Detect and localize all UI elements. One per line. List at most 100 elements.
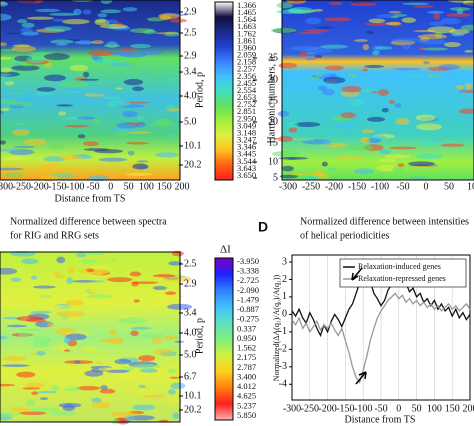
x-tick-label: 10 bbox=[467, 181, 474, 192]
heatmap-frame bbox=[281, 0, 474, 181]
heatmap-cell bbox=[324, 17, 352, 22]
x-tick-label: -300 bbox=[0, 181, 13, 192]
heatmap-cell bbox=[139, 368, 158, 373]
heatmap-cell bbox=[305, 17, 322, 25]
plot-frame bbox=[291, 254, 471, 401]
heatmap-cell bbox=[48, 12, 78, 16]
x-tick-label: 100 bbox=[139, 181, 154, 192]
x-tick-label: -50 bbox=[86, 181, 99, 192]
heatmap-cell bbox=[79, 78, 100, 81]
heatmap-cell bbox=[408, 161, 435, 167]
heatmap-cell bbox=[377, 89, 389, 96]
heatmap-cell bbox=[132, 163, 149, 170]
heatmap-cell bbox=[155, 32, 180, 35]
heatmap-cell bbox=[350, 2, 377, 6]
heatmap-cell bbox=[361, 88, 375, 93]
heatmap-cell bbox=[270, 27, 297, 33]
heatmap-cell bbox=[361, 129, 375, 134]
heatmap-cell bbox=[43, 74, 66, 82]
heatmap-cell bbox=[86, 294, 114, 299]
colorbar-label: 2.851 bbox=[237, 106, 256, 116]
x-tick-label: -100 bbox=[371, 181, 389, 192]
heatmap-cell bbox=[91, 58, 118, 64]
colorbar-label: 2.787 bbox=[237, 362, 256, 372]
heatmap-cell bbox=[361, 68, 369, 72]
heatmap-cell bbox=[408, 74, 423, 78]
heatmap-cell bbox=[110, 259, 117, 262]
heatmap-cell bbox=[22, 387, 41, 390]
heatmap-cell bbox=[118, 314, 128, 319]
heatmap-cell bbox=[402, 43, 411, 50]
heatmap-cell bbox=[32, 285, 56, 289]
heatmap-cell bbox=[389, 146, 417, 150]
heatmap-cell bbox=[335, 123, 355, 129]
heatmap-cell bbox=[278, 62, 297, 69]
heatmap-cell bbox=[166, 104, 176, 110]
heatmap-cell bbox=[372, 135, 386, 140]
heatmap-cell bbox=[304, 29, 330, 32]
annotation-arrow bbox=[351, 267, 363, 281]
heatmap-cell bbox=[117, 317, 148, 324]
heatmap-cell bbox=[323, 76, 346, 84]
heatmap-cell bbox=[108, 24, 115, 28]
x-tick-label: 0 bbox=[396, 403, 401, 414]
heatmap-cell bbox=[82, 71, 90, 78]
y-tick-label: 25 bbox=[268, 95, 278, 106]
x-tick-label: -250 bbox=[302, 181, 320, 192]
y-tick-label: 5 bbox=[273, 172, 278, 183]
heatmap-cell bbox=[401, 17, 416, 23]
heatmap-cell bbox=[0, 42, 7, 46]
heatmap-cell bbox=[388, 100, 396, 104]
heatmap-cell bbox=[52, 19, 67, 22]
colorbar-label: 3.650 bbox=[237, 170, 256, 180]
y-tick-label: -4 bbox=[279, 379, 287, 390]
heatmap-cell bbox=[89, 265, 110, 270]
colorbar-label: 0.950 bbox=[237, 333, 256, 343]
heatmap-cell bbox=[91, 397, 102, 403]
panel-title: Normalized difference between spectra bbox=[10, 216, 167, 227]
heatmap-cell bbox=[91, 401, 111, 409]
heatmap-cell bbox=[388, 10, 402, 14]
heatmap-cell bbox=[118, 58, 148, 64]
heatmap-cell bbox=[440, 143, 465, 147]
heatmap-cell bbox=[80, 259, 99, 264]
heatmap-cell bbox=[138, 384, 146, 389]
heatmap-cell bbox=[102, 96, 121, 100]
x-axis-label: Distance from TS bbox=[345, 414, 416, 425]
heatmap-cell bbox=[354, 39, 368, 43]
heatmap-cell bbox=[13, 122, 24, 125]
colorbar-label: 3.400 bbox=[237, 371, 256, 381]
panel-title: for RIG and RRG sets bbox=[10, 230, 99, 241]
heatmap-cell bbox=[109, 337, 124, 345]
heatmap-cell bbox=[69, 386, 81, 392]
heatmap-cell bbox=[164, 291, 177, 295]
heatmap-cell bbox=[391, 38, 422, 43]
heatmap-cell bbox=[366, 138, 382, 144]
x-tick-label: 50 bbox=[124, 181, 134, 192]
heatmap-cell bbox=[44, 306, 63, 309]
heatmap-cell bbox=[460, 3, 474, 8]
heatmap-cell bbox=[58, 111, 67, 116]
heatmap-cell bbox=[124, 122, 145, 125]
heatmap-cell bbox=[103, 44, 121, 48]
x-tick-label: 150 bbox=[445, 403, 460, 414]
heatmap-cell bbox=[21, 258, 39, 265]
x-tick-label: 200 bbox=[175, 181, 190, 192]
heatmap-cell bbox=[2, 356, 27, 362]
heatmap-cell bbox=[158, 13, 180, 20]
colorbar-label: -2.725 bbox=[237, 275, 259, 285]
heatmap-cell bbox=[114, 87, 124, 90]
heatmap-cell bbox=[402, 2, 430, 5]
heatmap-cell bbox=[314, 54, 323, 58]
y-tick-label: 2.5 bbox=[184, 258, 197, 269]
colorbar-label: 5.850 bbox=[237, 410, 256, 420]
x-tick-label: 50 bbox=[444, 181, 454, 192]
heatmap-cell bbox=[54, 274, 66, 279]
series-line bbox=[291, 276, 471, 338]
heatmap-cell bbox=[170, 382, 186, 390]
heatmap-cell bbox=[390, 15, 399, 19]
heatmap-cell bbox=[464, 82, 473, 90]
heatmap-cell bbox=[127, 131, 151, 134]
y-tick-label: 30 bbox=[268, 74, 278, 85]
